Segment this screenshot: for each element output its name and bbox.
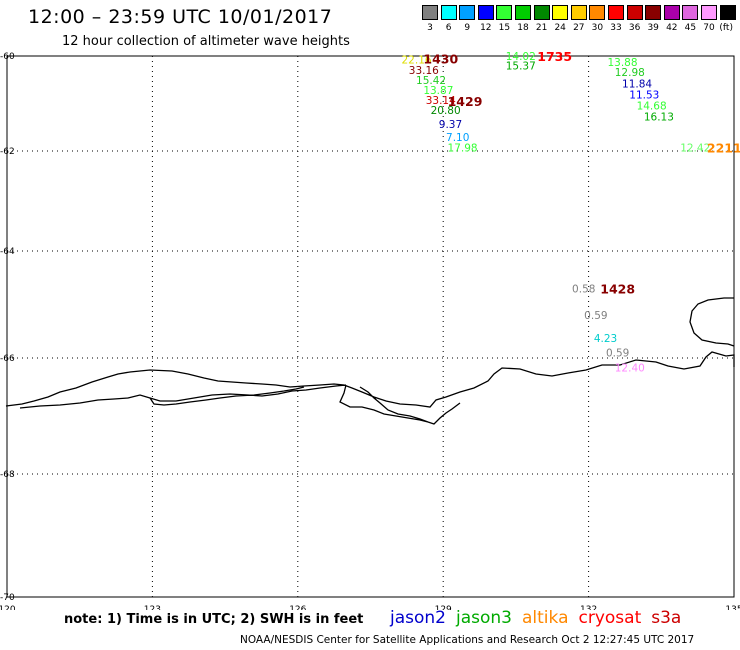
wave-height-label: 12.42 — [680, 143, 710, 155]
legend-swatch-label: 12 — [480, 23, 492, 33]
wave-height-label: 13.88 — [607, 57, 637, 69]
wave-height-label: 12.40 — [615, 362, 645, 374]
legend-unit: (ft) — [719, 23, 733, 33]
wave-height-label: 13.87 — [423, 85, 453, 97]
legend-swatch — [682, 5, 699, 20]
legend-swatch-label: 15 — [498, 23, 511, 33]
wave-height-label: 15.42 — [416, 75, 446, 87]
satellite-name: cryosat — [578, 608, 642, 628]
legend-swatch — [570, 5, 587, 20]
legend-swatch-label: 21 — [535, 23, 548, 33]
legend-swatch — [496, 5, 513, 20]
wave-height-label: 16.13 — [644, 111, 674, 123]
satellite-legend: jason2 jason3 altika cryosat s3a — [390, 608, 691, 628]
wave-height-label: 14.02 — [506, 51, 536, 63]
satellite-name: s3a — [651, 608, 682, 628]
legend-swatch — [459, 5, 476, 20]
pass-time-label: 1735 — [537, 49, 572, 64]
legend-swatch-label: 70 — [703, 23, 715, 33]
measurement-labels: 22.1633.1615.4213.8733.1420.809.377.1017… — [402, 49, 740, 374]
wave-height-label: 11.84 — [622, 79, 652, 91]
wave-height-label: 14.68 — [637, 100, 667, 112]
legend-swatch-label: 39 — [647, 23, 659, 33]
antarctic-coastline — [5, 297, 735, 425]
wave-height-label: 20.80 — [431, 105, 461, 117]
wave-height-label: 33.14 — [426, 95, 456, 107]
legend-swatch — [719, 5, 736, 20]
legend-swatch — [701, 5, 717, 20]
latitude-label: -68 — [0, 470, 15, 480]
legend-swatch-label: 18 — [517, 23, 529, 33]
page-subtitle: 12 hour collection of altimeter wave hei… — [62, 34, 350, 49]
map-panel: 120 123 126 129 132 135 -60 -62 -64 -66 -68 -70 22.… — [0, 49, 740, 610]
map-border — [6, 55, 735, 598]
pass-time-label: 1430 — [423, 51, 458, 66]
pass-time-label: 2211 — [707, 141, 740, 156]
wave-height-label: 12.98 — [615, 67, 645, 79]
wave-height-label: 0.59 — [606, 348, 629, 360]
satellite-name: jason2 — [390, 608, 446, 628]
longitude-label: 120 — [0, 605, 16, 610]
graticule: 120 123 126 129 132 135 -60 -62 -64 -66 -68 -70 — [0, 52, 740, 610]
legend-swatch-label: 6 — [445, 23, 452, 33]
wave-height-label: 22.16 — [402, 54, 432, 66]
legend-swatch-label: 33 — [610, 23, 622, 33]
legend-swatch — [533, 5, 550, 20]
wave-height-label: 4.23 — [594, 333, 617, 345]
wave-height-label: 17.98 — [448, 143, 478, 155]
legend-swatch — [645, 5, 662, 20]
legend-swatch — [552, 5, 569, 20]
legend-swatch — [422, 5, 438, 20]
longitude-label: 123 — [144, 605, 161, 610]
legend-swatch-label: 42 — [666, 23, 678, 33]
legend-swatch-label: 45 — [684, 23, 697, 33]
wave-height-label: 11.53 — [629, 89, 659, 101]
longitude-label: 135 — [725, 605, 740, 610]
longitude-label: 129 — [435, 605, 452, 610]
pass-time-label: 1429 — [448, 94, 483, 109]
latitude-label: -60 — [0, 52, 15, 62]
wave-height-label: 0.58 — [572, 283, 595, 295]
wave-height-label: 7.10 — [446, 132, 469, 144]
legend-swatch-label: 3 — [427, 23, 433, 33]
latitude-label: -62 — [0, 147, 15, 157]
credit-line: NOAA/NESDIS Center for Satellite Applica… — [240, 634, 695, 646]
map-frame — [6, 55, 735, 598]
legend-swatch — [589, 5, 606, 20]
wave-height-label: 9.37 — [439, 119, 462, 131]
satellite-name: altika — [522, 608, 569, 628]
latitude-label: -66 — [0, 354, 15, 364]
legend-swatch — [440, 5, 457, 20]
legend-swatch — [663, 5, 680, 20]
legend-swatch-label: 30 — [591, 23, 604, 33]
latitude-label: -70 — [0, 593, 15, 603]
wave-height-label: 33.16 — [409, 65, 439, 77]
wave-height-label: 15.37 — [506, 61, 536, 73]
longitude-label: 132 — [580, 605, 597, 610]
legend-swatch — [608, 5, 624, 20]
legend-swatch — [477, 5, 494, 20]
legend-swatch — [515, 5, 531, 20]
legend-swatch — [626, 5, 643, 20]
legend-swatch-label: 9 — [464, 23, 471, 33]
satellite-name: jason3 — [456, 608, 512, 628]
legend-swatch-label: 24 — [554, 23, 566, 33]
page-title: 12:00 – 23:59 UTC 10/01/2017 — [28, 6, 333, 28]
legend-swatch-label: 36 — [628, 23, 641, 33]
pass-time-label: 1428 — [600, 281, 635, 296]
latitude-label: -64 — [0, 247, 15, 257]
footer-note: note: 1) Time is in UTC; 2) SWH is in fe… — [64, 612, 364, 627]
legend-swatch-label: 27 — [573, 23, 585, 33]
longitude-label: 126 — [289, 605, 306, 610]
wave-height-label: 0.59 — [584, 310, 607, 322]
